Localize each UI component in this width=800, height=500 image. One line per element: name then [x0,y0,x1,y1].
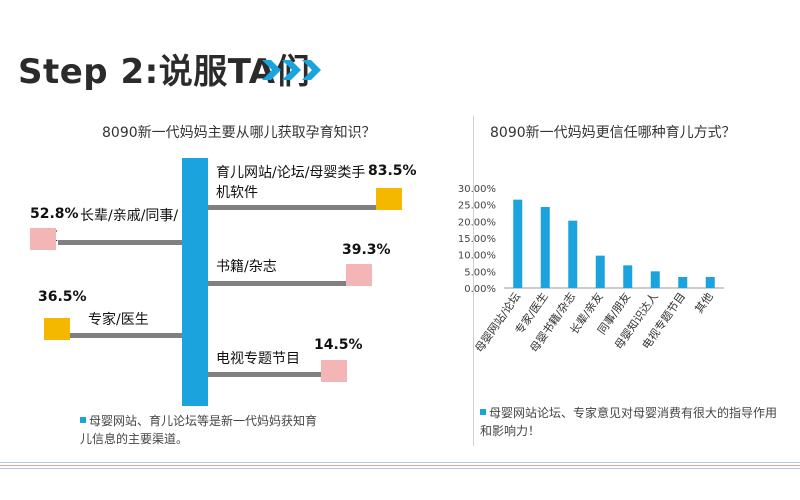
channel-marker-1 [376,188,402,210]
trust-bar [568,220,578,288]
channel-marker-5 [44,318,70,340]
y-tick-label: 20.00% [458,217,496,228]
trust-bar [540,207,550,288]
channel-marker-3 [321,360,347,382]
channel-connector-5 [70,333,182,338]
channel-value-2: 39.3% [342,242,391,258]
trust-bar [623,265,633,288]
left-chart-note: 母婴网站、育儿论坛等是新一代妈妈获知育儿信息的主要渠道。 [80,412,325,448]
footer-stripes [0,462,800,472]
bullet-square-icon [80,417,86,423]
y-tick-label: 10.00% [458,251,496,262]
trust-bar [650,271,660,288]
channel-label-3: 电视专题节目 [216,351,300,367]
chevron-right-icon [262,60,321,80]
category-label: 母婴网站/论坛 [472,290,523,355]
y-tick-label: 0.00% [464,284,496,295]
column-divider [473,116,474,446]
trust-bar [705,277,715,288]
trust-bar-chart: 0.00% 5.00% 10.00% 15.00% 20.00% 25.00% 30.00%… [458,184,724,355]
channel-connector-1 [208,205,378,210]
y-tick-label: 15.00% [458,234,496,245]
channel-value-5: 36.5% [38,289,87,305]
channel-marker-4 [30,228,56,250]
trust-bar [595,255,605,288]
channel-connector-2 [208,281,348,286]
right-chart-question: 8090新一代妈妈更信任哪种育儿方式？ [490,125,736,141]
category-label: 其他 [692,290,715,315]
channel-label-2: 书籍/杂志 [216,259,277,275]
trust-bar [513,199,523,288]
channel-value-4: 52.8% [30,206,79,222]
slide-title: Step 2:说服TA们 [18,52,311,92]
left-chart-note-text: 母婴网站、育儿论坛等是新一代妈妈获知育儿信息的主要渠道。 [80,414,318,446]
left-chart-question: 8090新一代妈妈主要从哪儿获取孕育知识？ [102,125,376,141]
right-chart-note: 母婴网站论坛、专家意见对母婴消费有很大的指导作用和影响力！ [480,404,785,440]
y-tick-label: 25.00% [458,201,496,212]
channel-connector-4 [58,240,182,245]
channel-marker-2 [346,264,372,286]
y-tick-label: 30.00% [458,184,496,195]
channel-label-5: 专家/医生 [88,312,149,328]
channel-connector-3 [208,372,323,377]
trust-bar [678,277,688,288]
channel-label-1: 育儿网站/论坛/母婴类手机软件 [216,165,366,201]
channel-value-1: 83.5% [368,163,417,179]
y-tick-label: 5.00% [464,267,496,278]
central-spine-bar [182,158,208,406]
bullet-square-icon [480,409,486,415]
channel-value-3: 14.5% [314,337,363,353]
right-chart-note-text: 母婴网站论坛、专家意见对母婴消费有很大的指导作用和影响力！ [480,406,778,438]
